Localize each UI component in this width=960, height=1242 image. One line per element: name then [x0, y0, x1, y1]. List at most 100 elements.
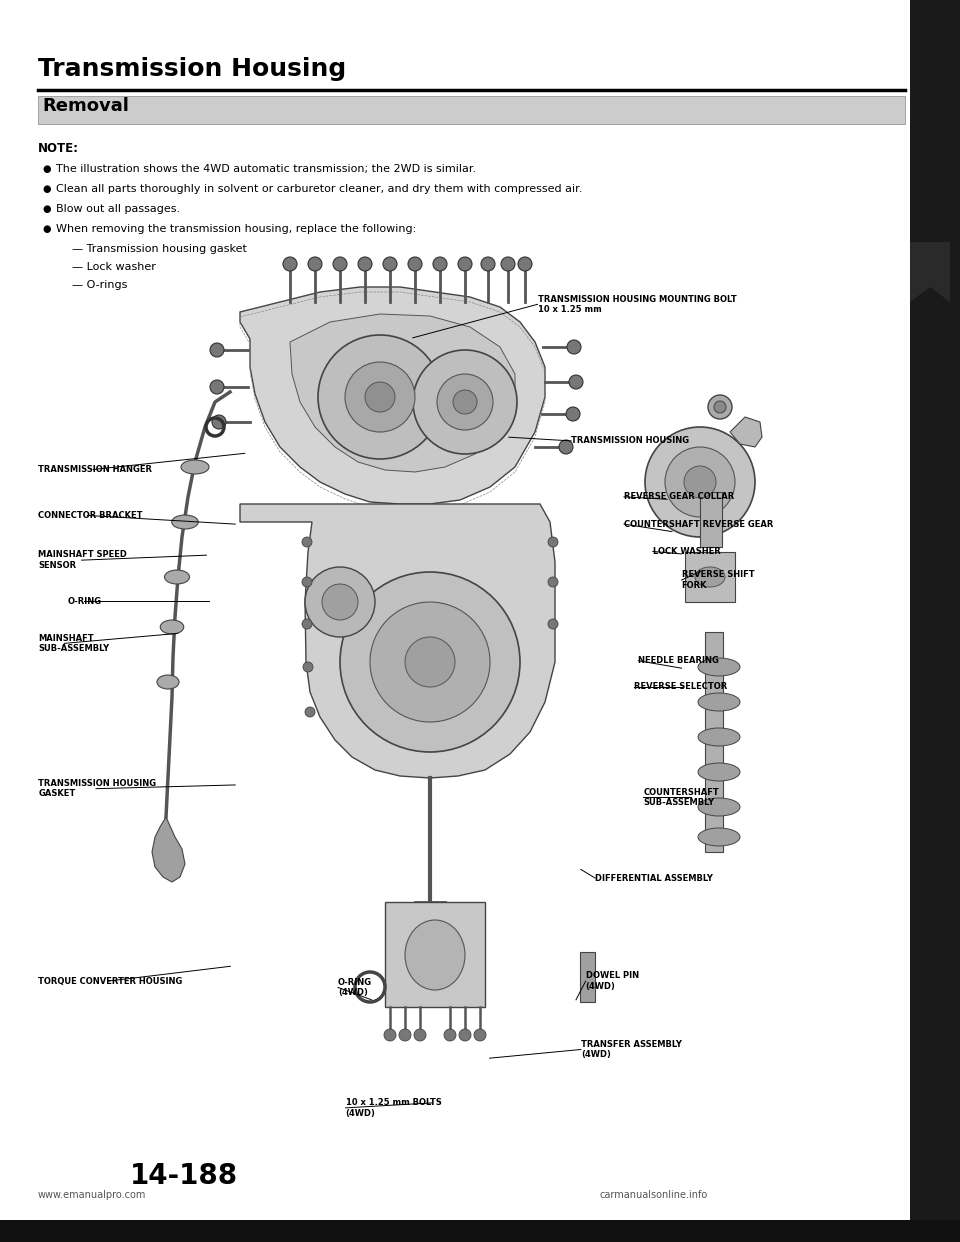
Circle shape	[458, 257, 472, 271]
Ellipse shape	[698, 728, 740, 746]
Circle shape	[708, 395, 732, 419]
Text: TRANSFER ASSEMBLY
(4WD): TRANSFER ASSEMBLY (4WD)	[581, 1040, 682, 1059]
Circle shape	[308, 257, 322, 271]
Text: NOTE:: NOTE:	[38, 142, 79, 155]
Text: www.emanualpro.com: www.emanualpro.com	[38, 1190, 146, 1200]
Circle shape	[433, 257, 447, 271]
Text: When removing the transmission housing, replace the following:: When removing the transmission housing, …	[56, 224, 417, 233]
Circle shape	[566, 407, 580, 421]
Bar	[38, 96, 905, 124]
Circle shape	[370, 602, 490, 722]
Text: — Transmission housing gasket: — Transmission housing gasket	[72, 243, 247, 255]
Circle shape	[302, 578, 312, 587]
Text: ●: ●	[42, 184, 51, 194]
Text: Transmission Housing: Transmission Housing	[38, 57, 347, 81]
Bar	[0, 1220, 960, 1242]
Bar	[910, 0, 960, 1242]
Circle shape	[210, 343, 224, 356]
Ellipse shape	[405, 920, 465, 990]
Circle shape	[567, 340, 581, 354]
Circle shape	[212, 415, 226, 428]
Circle shape	[684, 466, 716, 498]
Text: ●: ●	[42, 164, 51, 174]
Circle shape	[302, 619, 312, 628]
Circle shape	[318, 335, 442, 460]
Polygon shape	[730, 417, 762, 447]
Circle shape	[303, 662, 313, 672]
Circle shape	[305, 568, 375, 637]
Ellipse shape	[181, 460, 209, 474]
Circle shape	[453, 390, 477, 414]
Circle shape	[501, 257, 515, 271]
Polygon shape	[910, 242, 950, 302]
Text: ●: ●	[42, 204, 51, 214]
Circle shape	[333, 257, 347, 271]
Text: 14-188: 14-188	[130, 1163, 238, 1190]
Circle shape	[714, 401, 726, 414]
Circle shape	[305, 707, 315, 717]
Circle shape	[413, 350, 517, 455]
Text: The illustration shows the 4WD automatic transmission; the 2WD is similar.: The illustration shows the 4WD automatic…	[56, 164, 476, 174]
Circle shape	[345, 361, 415, 432]
Ellipse shape	[172, 515, 199, 529]
Circle shape	[408, 257, 422, 271]
Bar	[385, 902, 485, 1007]
Circle shape	[437, 374, 493, 430]
Text: TRANSMISSION HANGER: TRANSMISSION HANGER	[38, 465, 153, 474]
Text: O-RING
(4WD): O-RING (4WD)	[338, 977, 372, 997]
Circle shape	[358, 257, 372, 271]
Circle shape	[559, 440, 573, 455]
Text: REVERSE SHIFT
FORK: REVERSE SHIFT FORK	[682, 570, 755, 590]
Circle shape	[548, 578, 558, 587]
Text: LOCK WASHER: LOCK WASHER	[653, 546, 721, 556]
Circle shape	[414, 1030, 426, 1041]
Text: DIFFERENTIAL ASSEMBLY: DIFFERENTIAL ASSEMBLY	[595, 873, 713, 883]
Circle shape	[340, 573, 520, 751]
Circle shape	[210, 380, 224, 394]
Ellipse shape	[698, 763, 740, 781]
Ellipse shape	[164, 570, 189, 584]
Circle shape	[518, 257, 532, 271]
Text: COUNTERSHAFT
SUB-ASSEMBLY: COUNTERSHAFT SUB-ASSEMBLY	[643, 787, 719, 807]
Circle shape	[365, 383, 395, 412]
Text: TRANSMISSION HOUSING
GASKET: TRANSMISSION HOUSING GASKET	[38, 779, 156, 799]
Text: REVERSE GEAR COLLAR: REVERSE GEAR COLLAR	[624, 492, 734, 502]
Text: Removal: Removal	[42, 97, 129, 116]
Polygon shape	[240, 287, 545, 504]
Circle shape	[474, 1030, 486, 1041]
Polygon shape	[152, 817, 185, 882]
Text: MAINSHAFT
SUB-ASSEMBLY: MAINSHAFT SUB-ASSEMBLY	[38, 633, 109, 653]
Text: ●: ●	[42, 224, 51, 233]
Circle shape	[548, 537, 558, 546]
Circle shape	[481, 257, 495, 271]
Text: MAINSHAFT SPEED
SENSOR: MAINSHAFT SPEED SENSOR	[38, 550, 128, 570]
Bar	[705, 632, 723, 852]
Polygon shape	[240, 504, 555, 777]
Polygon shape	[290, 314, 515, 472]
Text: NEEDLE BEARING: NEEDLE BEARING	[638, 656, 719, 666]
Circle shape	[665, 447, 735, 517]
Ellipse shape	[157, 674, 179, 689]
Ellipse shape	[695, 568, 725, 587]
Text: Blow out all passages.: Blow out all passages.	[56, 204, 180, 214]
Text: TRANSMISSION HOUSING MOUNTING BOLT
10 x 1.25 mm: TRANSMISSION HOUSING MOUNTING BOLT 10 x …	[538, 294, 736, 314]
Text: TORQUE CONVERTER HOUSING: TORQUE CONVERTER HOUSING	[38, 976, 182, 986]
Text: — Lock washer: — Lock washer	[72, 262, 156, 272]
Circle shape	[322, 584, 358, 620]
Ellipse shape	[698, 799, 740, 816]
Text: O-RING: O-RING	[67, 596, 102, 606]
Ellipse shape	[698, 693, 740, 710]
Bar	[700, 492, 722, 546]
Text: TRANSMISSION HOUSING: TRANSMISSION HOUSING	[571, 436, 689, 446]
Circle shape	[444, 1030, 456, 1041]
Text: 10 x 1.25 mm BOLTS
(4WD): 10 x 1.25 mm BOLTS (4WD)	[346, 1098, 442, 1118]
Circle shape	[645, 427, 755, 537]
Circle shape	[548, 619, 558, 628]
Polygon shape	[685, 551, 735, 602]
Text: COUNTERSHAFT REVERSE GEAR: COUNTERSHAFT REVERSE GEAR	[624, 519, 774, 529]
Circle shape	[569, 375, 583, 389]
Text: — O-rings: — O-rings	[72, 279, 128, 289]
Ellipse shape	[698, 828, 740, 846]
Text: carmanualsonline.info: carmanualsonline.info	[600, 1190, 708, 1200]
Ellipse shape	[698, 658, 740, 676]
